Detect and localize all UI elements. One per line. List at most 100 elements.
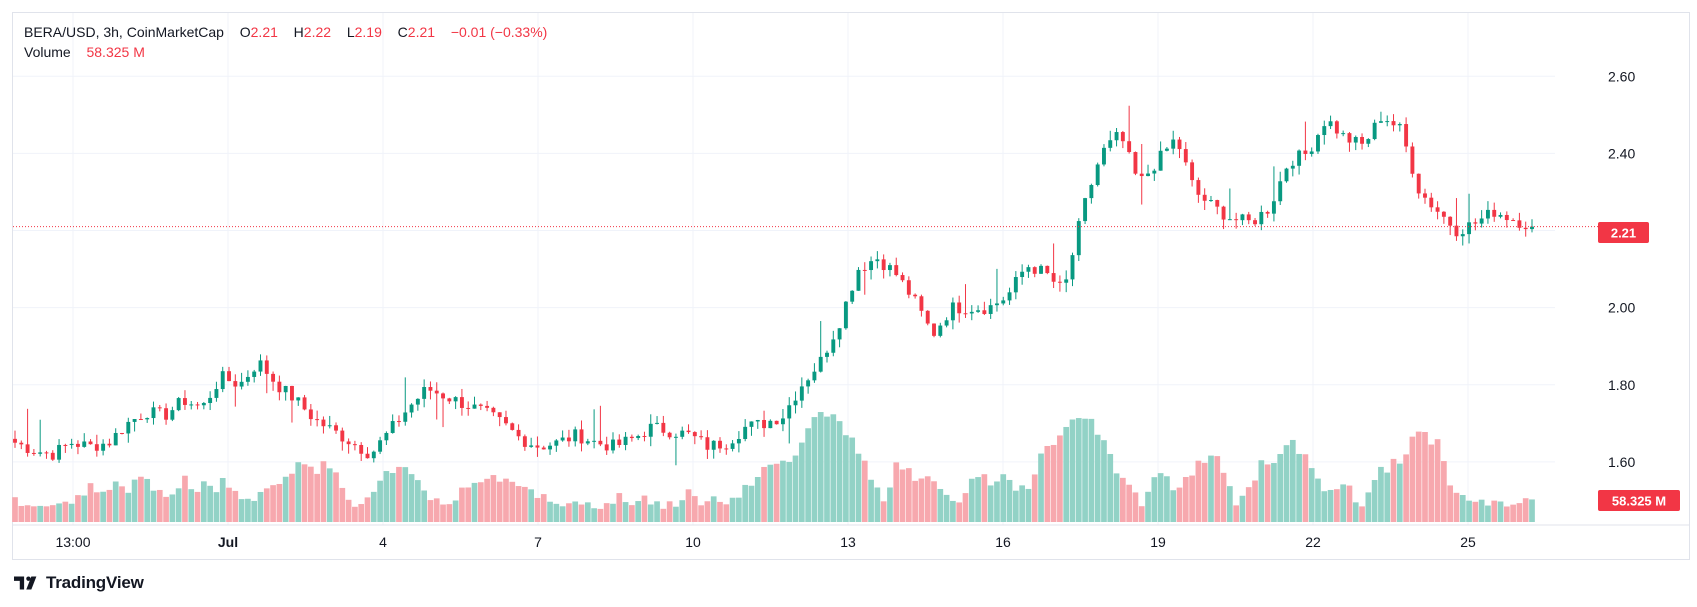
candle-body (1271, 201, 1276, 214)
volume-bar (1252, 480, 1258, 522)
candle-body (1152, 170, 1157, 174)
volume-bar (950, 500, 956, 522)
candle-body (1202, 194, 1207, 201)
candle-body (245, 376, 250, 382)
candle-body (963, 313, 968, 315)
volume-bar (742, 484, 749, 522)
price-axis[interactable]: 2.602.402.202.001.801.60 (1608, 68, 1635, 470)
volume-bar (465, 487, 472, 522)
volume-bar (477, 482, 484, 522)
volume-bar (12, 497, 18, 522)
volume-bar (75, 495, 81, 522)
volume-bar (1352, 502, 1359, 522)
candle-body (459, 397, 464, 408)
candle-body (1441, 211, 1446, 217)
volume-bar (200, 481, 207, 522)
volume-bar (754, 477, 761, 522)
volume-bar (1478, 499, 1485, 522)
volume-bar (830, 414, 837, 522)
candle-body (340, 430, 345, 442)
candle-body (812, 371, 817, 381)
candle-body (843, 301, 848, 329)
time-axis[interactable]: 13:00 Jul 4 7 10 13 16 19 22 25 (55, 534, 1476, 550)
time-tick-label: 16 (995, 534, 1011, 550)
candle-body (447, 398, 452, 402)
volume-bar (572, 501, 579, 522)
candle-body (504, 417, 508, 424)
candle-body (441, 393, 445, 399)
candle-body (19, 442, 24, 445)
volume-bar (81, 495, 88, 522)
volume-label[interactable]: Volume (24, 44, 71, 60)
candle-body (1303, 150, 1308, 154)
volume-bar (263, 488, 270, 522)
candle-body (913, 294, 918, 297)
candle-body (598, 440, 603, 445)
volume-bar (238, 499, 245, 522)
volume-bar (522, 486, 528, 522)
volume-bar (1302, 454, 1309, 522)
price-tick-label: 1.60 (1608, 454, 1635, 470)
volume-bar (591, 508, 597, 522)
volume-bar (68, 503, 75, 522)
candle-body (1007, 292, 1012, 301)
volume-bar (1201, 462, 1208, 522)
symbol-label[interactable]: BERA/USD, 3h, CoinMarketCap (24, 24, 224, 40)
volume-bar (1384, 472, 1391, 522)
candle-body (283, 385, 288, 393)
volume-bar (383, 471, 390, 522)
volume-bar (1075, 418, 1082, 522)
volume-bar (660, 508, 667, 522)
tradingview-logo-icon[interactable] (14, 575, 40, 591)
candle-body (529, 445, 534, 447)
candle-body (1435, 207, 1440, 212)
candle-body (1045, 265, 1050, 274)
volume-bar (629, 505, 635, 522)
volume-bar (433, 498, 440, 522)
volume-bar (1510, 504, 1516, 522)
candle-body (1196, 180, 1201, 195)
volume-bar (131, 479, 138, 522)
candle-body (850, 290, 855, 302)
volume-bar (515, 486, 522, 522)
tradingview-brand[interactable]: TradingView (46, 573, 144, 592)
grid-lines (13, 13, 1555, 525)
candle-body (1485, 209, 1490, 219)
candle-body (1227, 219, 1232, 221)
candle-body (1530, 226, 1534, 230)
volume-bar (616, 493, 623, 522)
volume-bar (704, 501, 711, 522)
volume-bar (943, 494, 950, 522)
candle-body (352, 444, 357, 446)
volume-bar (446, 504, 453, 522)
footer: TradingView (14, 573, 144, 593)
volume-bar (994, 481, 1000, 522)
volume-bar (503, 478, 509, 522)
volume-bar (710, 496, 717, 522)
candle-body (749, 421, 754, 427)
candle-body (1001, 300, 1006, 304)
volume-bar (276, 483, 283, 522)
change-value: −0.01 (−0.33%) (450, 24, 548, 40)
candle-body (1297, 150, 1302, 166)
volume-bar (377, 480, 383, 522)
volume-bar (905, 468, 912, 522)
candle-body (359, 444, 364, 454)
volume-bar (610, 503, 616, 522)
volume-bar (1214, 456, 1221, 522)
candle-body (428, 387, 433, 391)
candle-body (1209, 200, 1213, 202)
volume-bar (1050, 444, 1057, 522)
candle-body (346, 441, 351, 445)
volume-bar (1057, 435, 1063, 522)
volume-bar (597, 508, 604, 522)
volume-bar (415, 480, 421, 522)
candle-body (497, 412, 502, 418)
candle-body (585, 441, 590, 444)
candle-body (1246, 214, 1251, 221)
candle-body (176, 398, 181, 411)
volume-bar (1006, 479, 1013, 522)
volume-bar (641, 495, 648, 522)
volume-bar (1403, 454, 1409, 522)
